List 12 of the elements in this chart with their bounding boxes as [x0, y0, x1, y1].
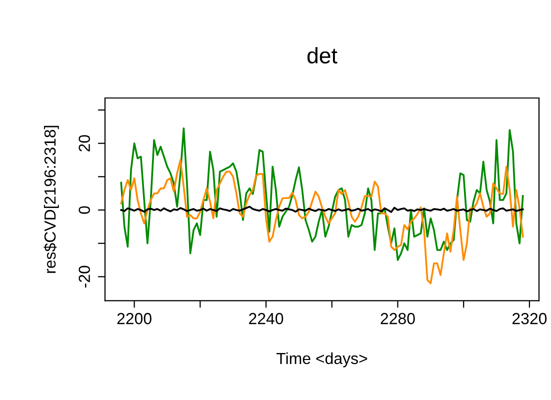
x-tick-label: 2200 [117, 312, 152, 324]
x-tick-label: 2320 [512, 312, 547, 324]
y-axis-title: res$CVD[2196:2318] [44, 126, 59, 273]
x-tick-label: 2240 [249, 312, 284, 324]
y-tick-label: 20 [78, 135, 90, 152]
y-tick-label: -20 [78, 266, 90, 288]
line-series [120, 159, 524, 284]
chart-title: det [307, 47, 338, 64]
y-tick-label: 0 [78, 206, 90, 214]
line-series [120, 127, 524, 261]
x-axis-title: Time <days> [276, 352, 368, 368]
x-tick-label: 2280 [380, 312, 415, 324]
